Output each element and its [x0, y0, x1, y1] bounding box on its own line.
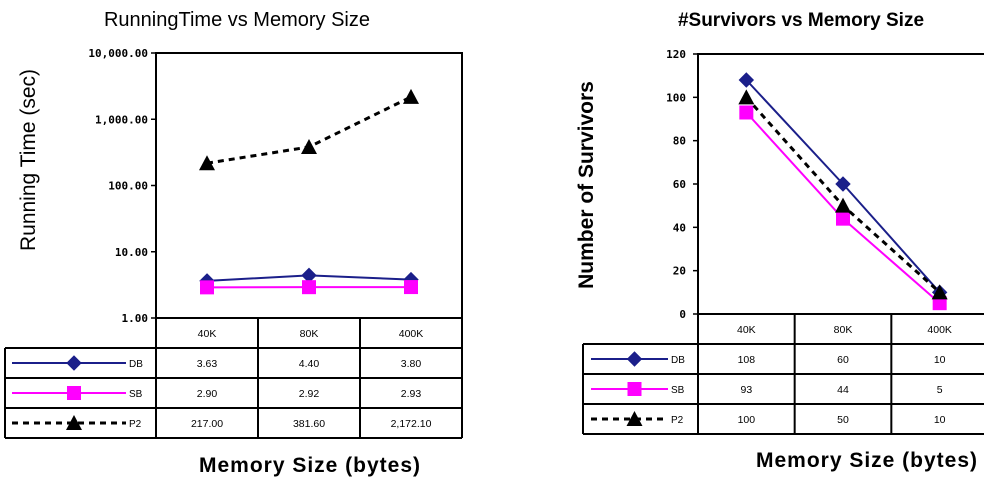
data-point-p2 [835, 197, 851, 213]
table-cell-value: 108 [738, 354, 756, 366]
y-tick-label: 60 [673, 178, 686, 191]
chart-title: #Survivors vs Memory Size [678, 10, 924, 31]
y-tick-label: 1.00 [122, 312, 149, 325]
table-cell-value: 217.00 [191, 418, 223, 430]
legend-marker-db [66, 355, 82, 371]
legend-label-p2: P2 [671, 415, 684, 426]
survivors-group: #Survivors vs Memory Size Number of Survi… [575, 10, 984, 472]
y-tick-label: 0 [679, 308, 686, 321]
data-point-p2 [199, 155, 215, 171]
y-tick-label: 1,000.00 [95, 113, 148, 126]
table-cell-value: 2,172.10 [391, 418, 432, 430]
y-tick-label: 100.00 [108, 180, 148, 193]
category-label: 400K [927, 324, 952, 336]
legend-label-sb: SB [129, 389, 143, 400]
legend-label-sb: SB [671, 385, 685, 396]
data-point-p2 [738, 89, 755, 105]
y-tick-label: 100 [666, 91, 686, 104]
table-cell-value: 100 [738, 414, 756, 426]
category-label: 400K [399, 328, 424, 340]
legend-marker-db [626, 351, 643, 367]
y-tick-label: 10.00 [115, 246, 148, 259]
table-cell-value: 2.93 [401, 388, 422, 400]
running-time-group: RunningTime vs Memory Size Running Time (… [4, 9, 463, 477]
table-cell-value: 93 [740, 384, 752, 396]
legend-label-db: DB [671, 355, 685, 366]
table-cell-value: 3.80 [401, 358, 422, 370]
data-point-db [835, 176, 851, 192]
category-label: 80K [834, 324, 853, 336]
table-cell-value: 10 [934, 354, 946, 366]
table-cell-value: 50 [837, 414, 849, 426]
table-cell-value: 381.60 [293, 418, 325, 430]
legend-marker-sb [627, 382, 642, 396]
table-cell-value: 10 [934, 414, 946, 426]
table-cell-value: 2.92 [299, 388, 320, 400]
table-cell-value: 44 [837, 384, 849, 396]
y-tick-label: 80 [673, 135, 686, 148]
data-point-sb [836, 211, 850, 226]
y-tick-label: 40 [673, 221, 686, 234]
y-tick-label: 20 [673, 265, 686, 278]
x-axis-label: Memory Size (bytes) [199, 454, 421, 477]
legend-marker-p2 [626, 411, 643, 426]
data-point-p2 [403, 88, 419, 104]
data-point-sb [932, 296, 947, 311]
data-point-db [738, 72, 755, 88]
table-cell-value: 2.90 [197, 388, 218, 400]
series-line-p2 [745, 96, 941, 294]
table-cell-value: 60 [837, 354, 849, 366]
data-point-p2 [931, 284, 948, 300]
table-cell-value: 3.63 [197, 358, 218, 370]
legend-marker-p2 [66, 415, 82, 430]
chart-title: RunningTime vs Memory Size [104, 9, 370, 31]
category-label: 80K [300, 328, 319, 340]
table-cell-value: 4.40 [299, 358, 320, 370]
y-tick-label: 120 [666, 48, 686, 61]
data-point-sb [302, 280, 316, 295]
data-point-sb [200, 280, 214, 295]
y-axis-label: Number of Survivors [575, 81, 598, 289]
data-point-sb [739, 105, 754, 120]
category-label: 40K [737, 324, 756, 336]
data-point-sb [404, 280, 418, 295]
legend-label-p2: P2 [129, 419, 142, 430]
legend-marker-sb [67, 386, 81, 400]
y-axis-label: Running Time (sec) [17, 69, 40, 251]
category-label: 40K [198, 328, 217, 340]
legend-label-db: DB [129, 359, 143, 370]
x-axis-label: Memory Size (bytes) [756, 449, 978, 472]
y-tick-label: 10,000.00 [88, 47, 148, 60]
table-cell-value: 5 [937, 384, 943, 396]
data-point-p2 [301, 138, 317, 154]
